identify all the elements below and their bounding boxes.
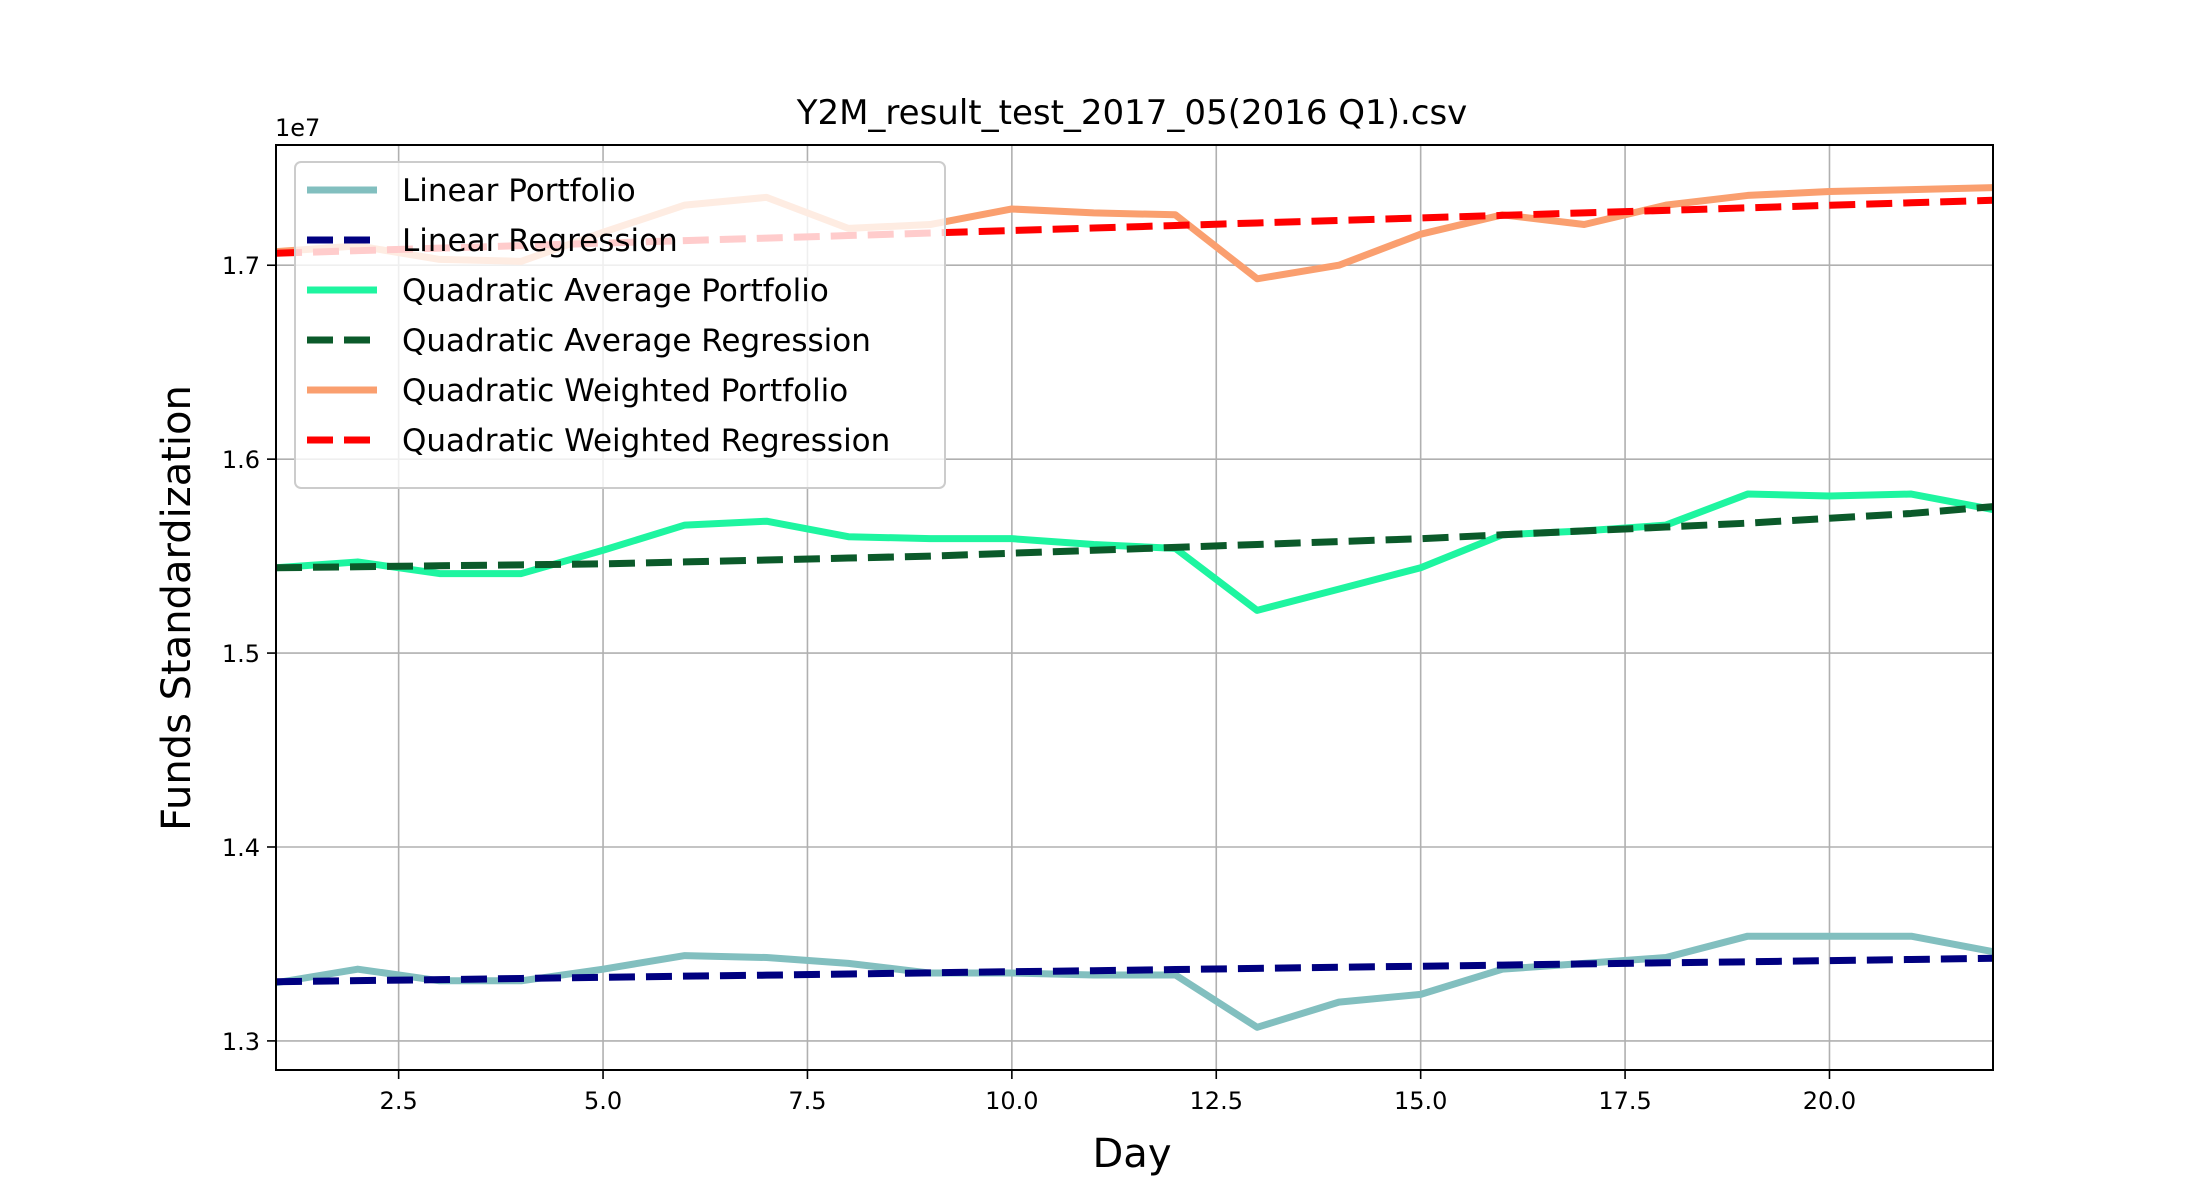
series-line-quadratic-average-regression xyxy=(276,503,1993,572)
x-tick-label: 5.0 xyxy=(584,1087,622,1115)
y-tick-label: 1.4 xyxy=(222,834,260,862)
x-axis-label: Day xyxy=(1093,1131,1172,1177)
series-line-linear-regression xyxy=(276,954,1993,986)
series-lines xyxy=(276,184,1993,1031)
x-tick-label: 17.5 xyxy=(1598,1087,1651,1115)
chart-title: Y2M_result_test_2017_05(2016 Q1).csv xyxy=(796,93,1468,133)
x-tick-label: 12.5 xyxy=(1190,1087,1243,1115)
y-tick-label: 1.5 xyxy=(222,640,260,668)
series-line-linear-portfolio xyxy=(276,932,1993,1031)
y-tick-label: 1.6 xyxy=(222,446,260,474)
legend-box xyxy=(294,161,946,489)
legend-label: Linear Portfolio xyxy=(402,173,636,209)
x-tick-label: 10.0 xyxy=(985,1087,1038,1115)
legend-label: Quadratic Weighted Portfolio xyxy=(402,373,848,409)
legend-label: Quadratic Average Regression xyxy=(402,323,871,359)
y-offset-label: 1e7 xyxy=(275,114,320,142)
legend-label: Linear Regression xyxy=(402,223,678,259)
y-tick-label: 1.3 xyxy=(222,1028,260,1056)
x-tick-label: 7.5 xyxy=(788,1087,826,1115)
legend: Linear Portfolio Linear Regression Quadrat… xyxy=(294,161,946,489)
legend-label: Quadratic Weighted Regression xyxy=(402,423,890,459)
y-axis-label: Funds Standardization xyxy=(154,385,200,831)
series-line-quadratic-weighted-regression xyxy=(276,196,1993,257)
x-tick-label: 15.0 xyxy=(1394,1087,1447,1115)
plot-frame xyxy=(275,144,1994,1071)
x-tick-label: 20.0 xyxy=(1803,1087,1856,1115)
legend-label: Quadratic Average Portfolio xyxy=(402,273,829,309)
y-tick-label: 1.7 xyxy=(222,252,260,280)
axis-ticks: 2.5 5.0 7.5 10.0 12.5 15.0 17.5 20.0 1.3 1.4 1.5 1.… xyxy=(222,252,1856,1115)
x-tick-label: 2.5 xyxy=(380,1087,418,1115)
